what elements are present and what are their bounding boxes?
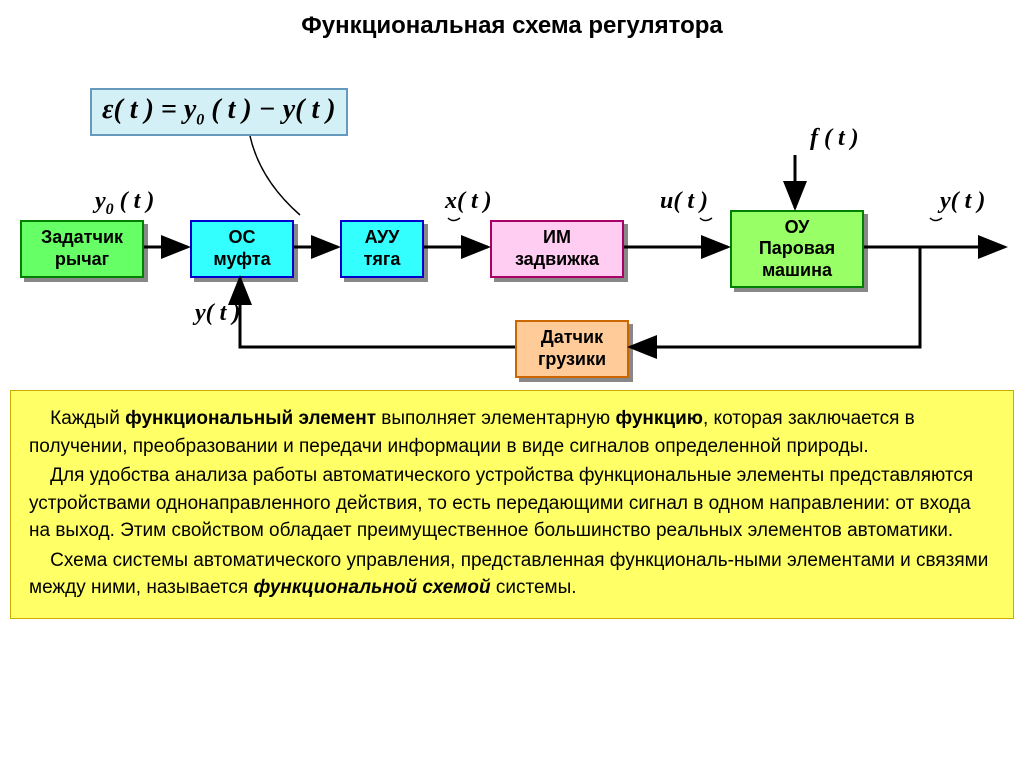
block-sensor-l1: Датчик — [541, 327, 603, 349]
block-actuator: ИМ задвижка — [490, 220, 624, 278]
page-title: Функциональная схема регулятора — [0, 0, 1024, 40]
label-x: x( t ) — [445, 188, 492, 215]
block-actuator-l1: ИМ — [543, 227, 571, 249]
label-y-fb: y( t ) — [195, 300, 240, 327]
block-sensor-l2: грузики — [538, 349, 606, 371]
block-plant-l2: Паровая — [759, 238, 835, 260]
desc-para-1: Каждый функциональный элемент выполняет … — [29, 405, 995, 460]
block-actuator-l2: задвижка — [515, 249, 599, 271]
block-setpoint-l1: Задатчик — [41, 227, 123, 249]
desc-para-3: Схема системы автоматического управления… — [29, 547, 995, 602]
block-comparator-l1: ОС — [229, 227, 256, 249]
block-comparator: ОС муфта — [190, 220, 294, 278]
block-controller-l2: тяга — [364, 249, 401, 271]
block-diagram: ε( t ) = y0 ( t ) − y( t ) Задатчик рыча… — [0, 40, 1024, 390]
block-plant-l3: машина — [762, 260, 832, 282]
label-f: f ( t ) — [810, 125, 859, 152]
desc-para-2: Для удобства анализа работы автоматическ… — [29, 462, 995, 545]
block-comparator-l2: муфта — [213, 249, 270, 271]
formula-text: ε( t ) = y0 ( t ) − y( t ) — [102, 94, 336, 125]
description-panel: Каждый функциональный элемент выполняет … — [10, 390, 1014, 619]
block-setpoint: Задатчик рычаг — [20, 220, 144, 278]
block-sensor: Датчик грузики — [515, 320, 629, 378]
block-plant-l1: ОУ — [785, 217, 810, 239]
block-plant: ОУ Паровая машина — [730, 210, 864, 288]
block-setpoint-l2: рычаг — [55, 249, 109, 271]
block-controller: АУУ тяга — [340, 220, 424, 278]
label-y0: y0 ( t ) — [95, 188, 154, 219]
block-controller-l1: АУУ — [365, 227, 400, 249]
label-y-out: y( t ) — [940, 188, 985, 215]
label-u: u( t ) — [660, 188, 708, 215]
formula-box: ε( t ) = y0 ( t ) − y( t ) — [90, 88, 348, 136]
